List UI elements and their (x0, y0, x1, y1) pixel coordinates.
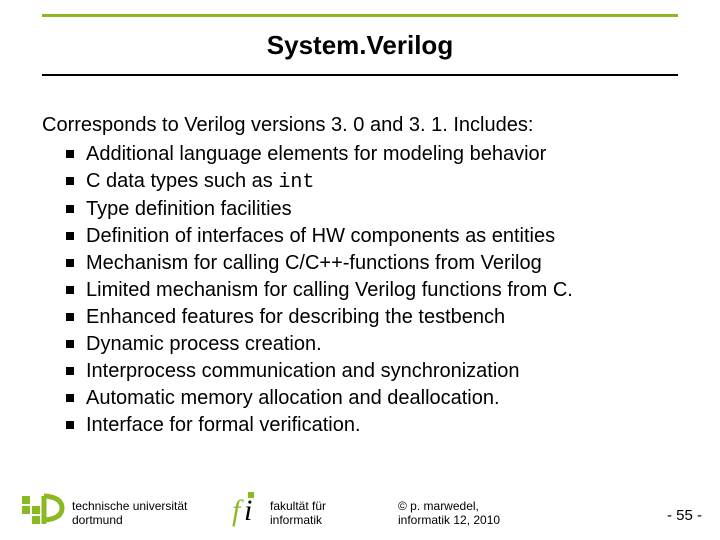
tu-line2: dortmund (72, 514, 187, 528)
bullet-square-icon (66, 205, 74, 213)
tu-text: technische universität dortmund (72, 500, 187, 528)
bullet-item: Limited mechanism for calling Verilog fu… (42, 277, 678, 304)
bullet-item: Definition of interfaces of HW component… (42, 223, 678, 250)
top-rule (42, 14, 678, 17)
bullet-item: Interface for formal verification. (42, 412, 678, 439)
bullet-item: Mechanism for calling C/C++-functions fr… (42, 250, 678, 277)
bullet-square-icon (66, 367, 74, 375)
svg-text:f: f (232, 494, 244, 527)
footer: technische universität dortmund f i faku… (0, 486, 720, 532)
intro-text: Corresponds to Verilog versions 3. 0 and… (42, 112, 678, 139)
bullet-text-pre: Type definition facilities (86, 198, 292, 220)
bullet-item: Dynamic process creation. (42, 331, 678, 358)
bullet-square-icon (66, 177, 74, 185)
bullet-item: C data types such as int (42, 168, 678, 196)
content-area: Corresponds to Verilog versions 3. 0 and… (42, 112, 678, 439)
bullet-item: Automatic memory allocation and dealloca… (42, 385, 678, 412)
copy-line1: © p. marwedel, (398, 500, 500, 514)
bullet-square-icon (66, 150, 74, 158)
bullet-item: Interprocess communication and synchroni… (42, 358, 678, 385)
bullet-text-pre: Automatic memory allocation and dealloca… (86, 387, 500, 409)
tu-line1: technische universität (72, 500, 187, 514)
bullet-list: Additional language elements for modelin… (42, 141, 678, 439)
bullet-text-pre: Additional language elements for modelin… (86, 143, 546, 165)
bullet-square-icon (66, 286, 74, 294)
bullet-text-pre: Interface for formal verification. (86, 414, 361, 436)
fi-logo-icon: f i (230, 490, 264, 530)
page-prefix: - (667, 507, 676, 524)
bullet-text-pre: Mechanism for calling C/C++-functions fr… (86, 252, 542, 274)
bullet-square-icon (66, 259, 74, 267)
page-suffix: - (693, 507, 702, 524)
fi-text: fakultät für informatik (270, 500, 326, 528)
svg-text:i: i (244, 494, 252, 527)
bullet-square-icon (66, 313, 74, 321)
copyright-text: © p. marwedel, informatik 12, 2010 (398, 500, 500, 528)
slide-title: System.Verilog (0, 30, 720, 61)
bullet-text-pre: Interprocess communication and synchroni… (86, 360, 520, 382)
bullet-square-icon (66, 232, 74, 240)
page-number: - 55 - (667, 507, 702, 524)
title-underline (42, 74, 678, 76)
bullet-square-icon (66, 340, 74, 348)
page-num: 55 (676, 507, 693, 524)
bullet-item: Type definition facilities (42, 196, 678, 223)
bullet-text-pre: C data types such as (86, 170, 278, 192)
bullet-text-pre: Dynamic process creation. (86, 333, 322, 355)
bullet-square-icon (66, 394, 74, 402)
tu-logo-icon (22, 490, 66, 526)
bullet-text-pre: Definition of interfaces of HW component… (86, 225, 555, 247)
bullet-square-icon (66, 421, 74, 429)
bullet-text-pre: Enhanced features for describing the tes… (86, 306, 505, 328)
fi-line2: informatik (270, 514, 326, 528)
copy-line2: informatik 12, 2010 (398, 514, 500, 528)
bullet-item: Enhanced features for describing the tes… (42, 304, 678, 331)
fi-line1: fakultät für (270, 500, 326, 514)
bullet-text-pre: Limited mechanism for calling Verilog fu… (86, 279, 573, 301)
bullet-text-mono: int (278, 171, 314, 194)
bullet-item: Additional language elements for modelin… (42, 141, 678, 168)
